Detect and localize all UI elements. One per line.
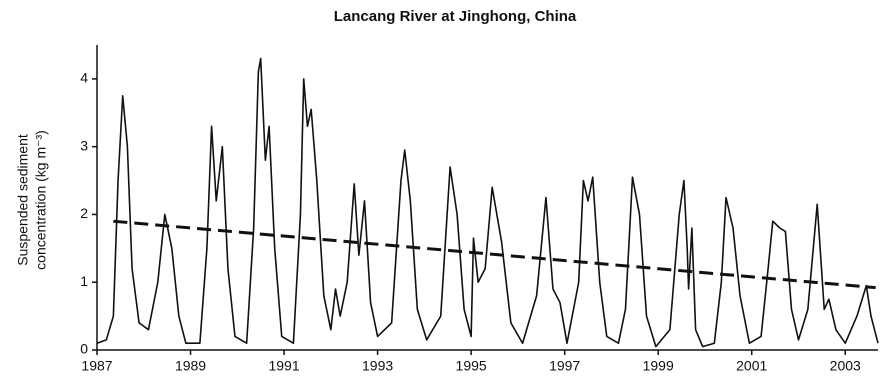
- y-tick-label: 1: [80, 273, 88, 289]
- data-line: [96, 57, 879, 348]
- x-tick-label: 2001: [736, 358, 767, 374]
- y-label-line: Suspended sediment: [15, 134, 31, 266]
- x-tick-label: 1991: [268, 358, 299, 374]
- x-tick-label: 1995: [456, 358, 487, 374]
- chart-title: Lancang River at Jinghong, China: [334, 8, 577, 25]
- x-tick-label: 1989: [175, 358, 206, 374]
- x-tick-label: 1987: [81, 358, 112, 374]
- y-axis-label: Suspended sediment concentration (kg m⁻³…: [15, 130, 49, 270]
- x-tick-label: 2003: [830, 358, 861, 374]
- y-tick-label: 2: [80, 205, 88, 221]
- y-label-line: concentration (kg m⁻³): [33, 130, 49, 270]
- x-tick-label: 1999: [643, 358, 674, 374]
- y-tick-label: 3: [80, 137, 88, 153]
- x-tick-label: 1993: [362, 358, 393, 374]
- y-tick-label: 0: [80, 341, 88, 357]
- trend-line: [113, 219, 876, 290]
- y-tick-label: 4: [80, 70, 88, 86]
- x-tick-label: 1997: [549, 358, 580, 374]
